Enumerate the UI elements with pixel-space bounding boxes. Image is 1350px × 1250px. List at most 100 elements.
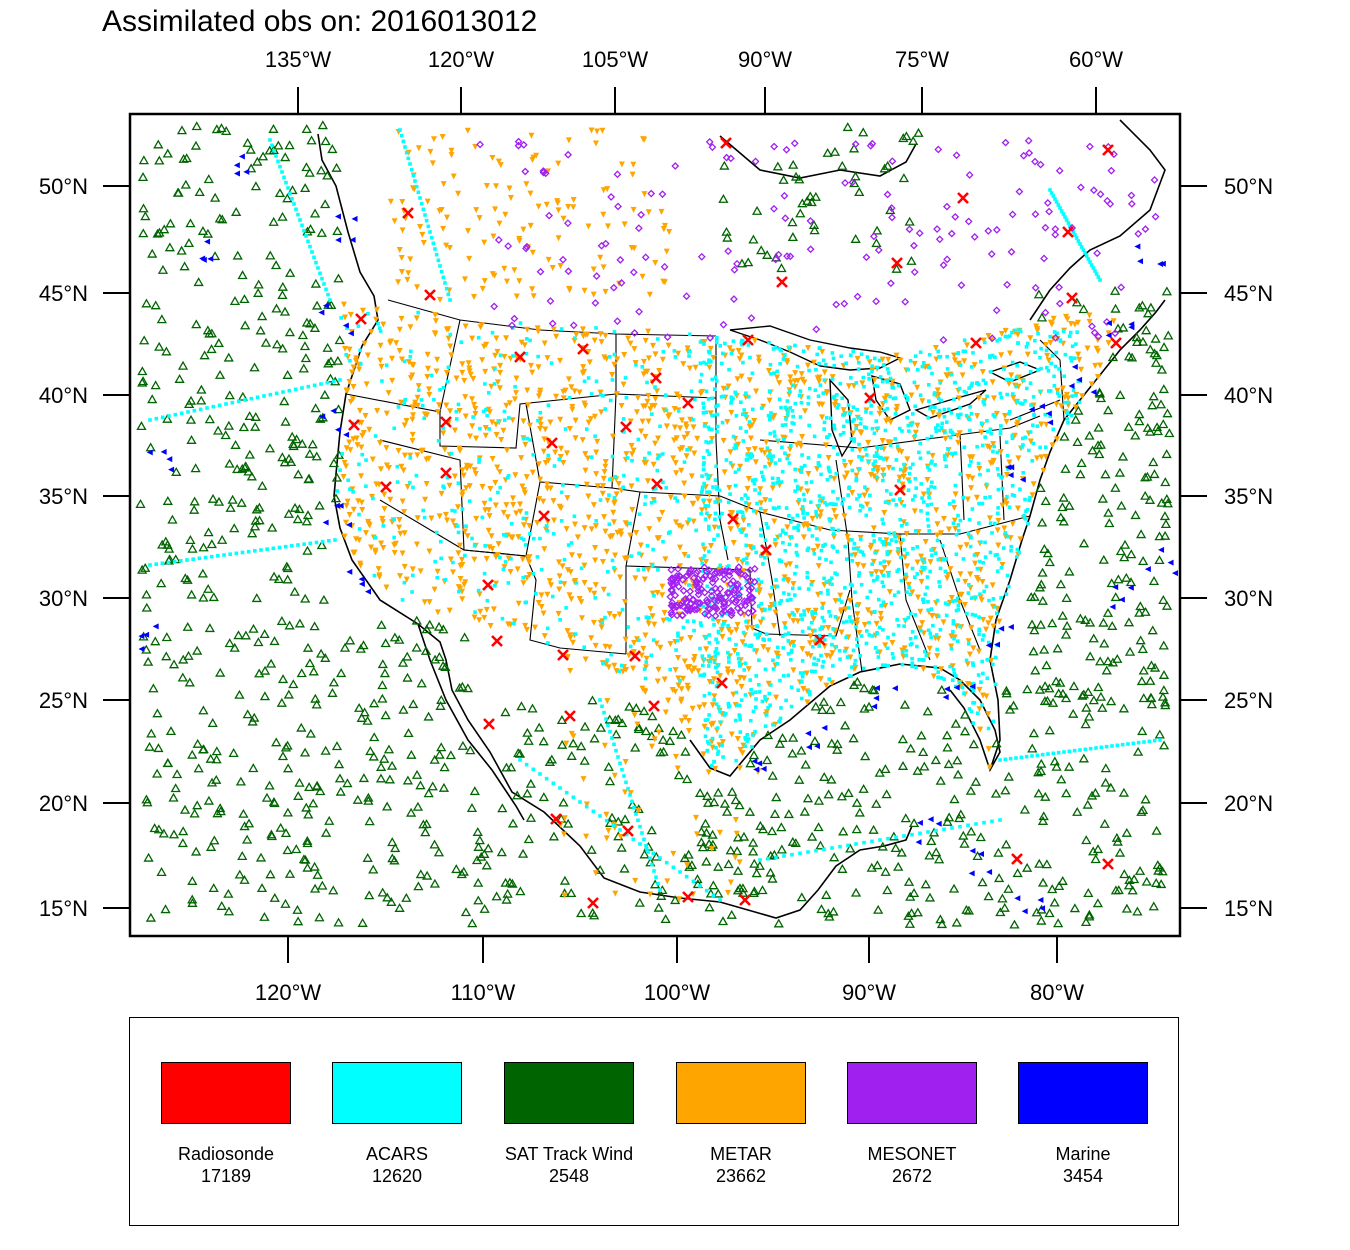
metar-marker xyxy=(929,452,936,459)
sat-wind-marker xyxy=(525,778,536,788)
sat-wind-marker xyxy=(209,251,221,261)
sat-wind-marker xyxy=(1114,847,1126,857)
metar-marker xyxy=(633,636,640,643)
metar-marker xyxy=(496,385,503,392)
metar-marker xyxy=(445,335,452,342)
sat-wind-marker xyxy=(1132,906,1143,916)
acars-marker xyxy=(881,521,885,526)
acars-marker xyxy=(862,840,866,845)
sat-wind-marker xyxy=(1061,593,1072,602)
acars-marker xyxy=(938,627,943,632)
metar-marker xyxy=(341,459,348,466)
sat-wind-marker xyxy=(266,831,278,841)
metar-marker xyxy=(364,352,371,359)
acars-marker xyxy=(807,690,812,694)
acars-marker xyxy=(478,426,482,431)
acars-marker xyxy=(775,369,779,374)
acars-marker xyxy=(621,485,625,490)
sat-wind-marker xyxy=(1105,696,1117,706)
acars-marker xyxy=(824,416,829,420)
sat-wind-marker xyxy=(757,885,768,895)
acars-marker xyxy=(744,543,748,548)
acars-marker xyxy=(985,394,989,399)
sat-wind-marker xyxy=(1058,492,1069,502)
acars-marker xyxy=(703,718,708,723)
metar-marker xyxy=(560,459,567,466)
sat-wind-marker xyxy=(587,907,598,917)
acars-marker xyxy=(1039,346,1043,351)
sat-wind-marker xyxy=(1137,644,1148,654)
metar-marker xyxy=(347,398,354,405)
acars-marker xyxy=(768,498,772,502)
acars-marker xyxy=(825,478,830,482)
sat-wind-marker xyxy=(1154,531,1165,541)
metar-marker xyxy=(554,200,561,207)
sat-wind-marker xyxy=(646,731,657,741)
sat-wind-marker xyxy=(1054,881,1065,891)
mesonet-marker xyxy=(1085,142,1094,151)
sat-wind-marker xyxy=(924,850,935,860)
acars-marker xyxy=(798,851,802,856)
metar-marker xyxy=(463,465,470,472)
metar-marker xyxy=(431,586,438,593)
sat-wind-marker xyxy=(1073,405,1084,415)
metar-marker xyxy=(579,326,586,333)
metar-marker xyxy=(453,375,460,382)
metar-marker xyxy=(784,359,791,366)
sat-wind-marker xyxy=(331,472,343,482)
acars-marker xyxy=(876,655,881,659)
metar-marker xyxy=(520,580,527,587)
metar-marker xyxy=(396,326,403,333)
sat-wind-marker xyxy=(1101,665,1112,675)
acars-marker xyxy=(787,345,791,350)
metar-marker xyxy=(439,133,446,140)
acars-marker xyxy=(753,488,757,492)
metar-marker xyxy=(767,593,774,600)
metar-marker xyxy=(1029,492,1036,499)
acars-marker xyxy=(807,368,811,373)
metar-marker xyxy=(509,417,516,424)
metar-marker xyxy=(630,665,637,672)
sat-wind-marker xyxy=(187,875,198,885)
metar-marker xyxy=(806,640,813,647)
sat-wind-marker xyxy=(1090,787,1101,797)
metar-marker xyxy=(819,348,826,355)
metar-marker xyxy=(800,534,807,541)
sat-wind-marker xyxy=(429,878,441,888)
acars-marker xyxy=(728,492,732,496)
metar-marker xyxy=(701,546,708,553)
sat-wind-marker xyxy=(713,888,724,898)
sat-wind-marker xyxy=(515,886,526,896)
metar-marker xyxy=(676,544,683,551)
metar-marker xyxy=(794,608,801,615)
acars-marker xyxy=(877,625,882,630)
sat-wind-marker xyxy=(156,867,167,877)
sat-wind-marker xyxy=(185,414,197,424)
acars-marker xyxy=(1062,750,1066,754)
sat-wind-marker xyxy=(948,883,960,893)
acars-marker xyxy=(1093,269,1097,273)
metar-marker xyxy=(691,450,698,457)
acars-marker xyxy=(950,372,954,377)
metar-marker xyxy=(526,572,533,579)
metar-marker xyxy=(415,383,422,390)
acars-marker xyxy=(848,582,853,587)
metar-marker xyxy=(583,481,590,488)
acars-marker xyxy=(1024,754,1029,759)
acars-marker xyxy=(773,345,778,350)
acars-marker xyxy=(793,343,797,348)
sat-wind-marker xyxy=(238,808,249,818)
mesonet-marker xyxy=(1102,318,1111,326)
acars-marker xyxy=(278,164,282,169)
acars-marker xyxy=(850,559,854,563)
metar-marker xyxy=(380,544,387,551)
acars-marker xyxy=(726,650,730,655)
metar-marker xyxy=(988,657,995,664)
acars-marker xyxy=(827,517,832,521)
metar-marker xyxy=(956,395,963,402)
acars-marker xyxy=(924,653,929,658)
acars-marker xyxy=(443,577,448,582)
sat-wind-marker xyxy=(1123,421,1134,431)
acars-marker xyxy=(1039,366,1043,371)
acars-marker xyxy=(228,552,232,556)
